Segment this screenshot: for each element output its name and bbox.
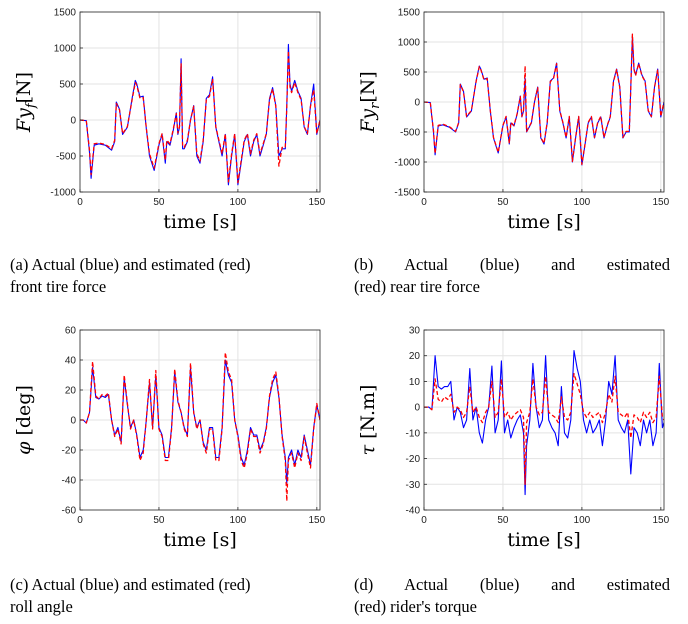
x-tick-label-0: 0 xyxy=(77,197,83,208)
y-tick-label-6: 20 xyxy=(409,351,421,362)
y-tick-label-0: -40 xyxy=(406,506,421,517)
x-axis-label: time [s] xyxy=(163,211,237,233)
series-group xyxy=(80,43,320,186)
x-tick-label-0: 0 xyxy=(421,197,427,208)
y-tick-label-2: -20 xyxy=(406,454,421,465)
y-tick-label-0: -1000 xyxy=(50,188,76,199)
y-axis-label: τ [N.m] xyxy=(357,385,379,456)
x-tick-label-0: 0 xyxy=(421,515,427,526)
chart-panel-a: 0 50 100 150 -1000 -500 0 500 1000 1500 time [s] Fy… xyxy=(0,0,344,240)
series-estimated-line xyxy=(424,373,664,485)
y-tick-label-3: 500 xyxy=(59,80,76,91)
y-tick-label-2: 0 xyxy=(70,116,76,127)
chart-roll-angle: 0 50 100 150 -60 -40 -20 0 20 40 60 time [s] φ [deg] xyxy=(13,326,326,552)
x-tick-label-1: 50 xyxy=(497,515,509,526)
y-tick-label-5: 1000 xyxy=(398,38,421,49)
axes-box xyxy=(423,329,665,511)
caption-c: (c) Actual (blue) and estimated (red) ro… xyxy=(10,574,328,618)
caption-b-line2: (red) rear tire force xyxy=(354,277,480,296)
chart-panel-c: 0 50 100 150 -60 -40 -20 0 20 40 60 time [s] φ [deg] xyxy=(0,318,344,558)
y-tick-label-0: -60 xyxy=(62,506,77,517)
y-tick-label-1: -30 xyxy=(406,480,421,491)
series-group xyxy=(424,350,664,496)
series-actual-line xyxy=(424,350,664,496)
x-tick-label-3: 150 xyxy=(652,515,669,526)
caption-a-line1: (a) Actual (blue) and estimated (red) xyxy=(10,255,251,274)
x-tick-label-3: 150 xyxy=(652,197,669,208)
x-axis-label: time [s] xyxy=(163,529,237,551)
chart-panel-d: 0 50 100 150 -40 -30 -20 -10 0 10 20 30 time [s] τ [N… xyxy=(344,318,688,558)
y-tick-label-2: -20 xyxy=(62,446,77,457)
y-tick-label-1: -40 xyxy=(62,476,77,487)
chart-front-tire-force: 0 50 100 150 -1000 -500 0 500 1000 1500 time [s] Fy… xyxy=(13,8,326,234)
caption-d-line2: (red) rider's torque xyxy=(354,597,478,616)
y-axis-label: Fyr[N] xyxy=(357,71,383,134)
series-estimated-line xyxy=(80,351,320,502)
y-tick-label-3: 0 xyxy=(70,416,76,427)
y-tick-label-4: 0 xyxy=(414,403,420,414)
x-tick-label-2: 100 xyxy=(230,515,247,526)
y-tick-label-5: 40 xyxy=(65,356,77,367)
series-estimated-line xyxy=(80,50,320,184)
caption-b-line1: (b) Actual (blue) and estimated xyxy=(354,255,670,274)
y-tick-label-5: 1500 xyxy=(54,8,77,19)
x-tick-label-3: 150 xyxy=(308,515,325,526)
chart-rider-torque: 0 50 100 150 -40 -30 -20 -10 0 10 20 30 time [s] τ [N… xyxy=(357,326,670,552)
series-group xyxy=(80,351,320,502)
caption-a-line2: front tire force xyxy=(10,277,107,296)
y-tick-label-4: 1000 xyxy=(54,44,77,55)
x-tick-label-1: 50 xyxy=(153,515,165,526)
x-axis-label: time [s] xyxy=(507,211,581,233)
y-tick-label-4: 500 xyxy=(403,68,420,79)
x-tick-label-2: 100 xyxy=(574,515,591,526)
x-tick-label-3: 150 xyxy=(308,197,325,208)
caption-c-line1: (c) Actual (blue) and estimated (red) xyxy=(10,575,251,594)
caption-d: (d) Actual (blue) and estimated (red) ri… xyxy=(354,574,670,618)
series-group xyxy=(424,33,664,166)
x-tick-label-2: 100 xyxy=(574,197,591,208)
y-tick-label-6: 60 xyxy=(65,326,77,337)
y-tick-label-7: 30 xyxy=(409,326,421,337)
y-tick-label-1: -1000 xyxy=(394,158,420,169)
axes-box xyxy=(79,11,321,193)
x-tick-label-2: 100 xyxy=(230,197,247,208)
x-tick-label-1: 50 xyxy=(153,197,165,208)
y-tick-label-1: -500 xyxy=(56,152,76,163)
y-tick-label-3: 0 xyxy=(414,98,420,109)
y-tick-label-3: -10 xyxy=(406,428,421,439)
y-axis-label: φ [deg] xyxy=(13,385,35,455)
y-tick-label-0: -1500 xyxy=(394,188,420,199)
caption-b: (b) Actual (blue) and estimated (red) re… xyxy=(354,254,670,298)
y-tick-label-4: 20 xyxy=(65,386,77,397)
chart-panel-b: 0 50 100 150 -1500 -1000 -500 0 500 1000 1500 time … xyxy=(344,0,688,240)
caption-d-line1: (d) Actual (blue) and estimated xyxy=(354,575,670,594)
x-tick-label-1: 50 xyxy=(497,197,509,208)
caption-a: (a) Actual (blue) and estimated (red) fr… xyxy=(10,254,328,298)
x-axis-label: time [s] xyxy=(507,529,581,551)
y-tick-label-2: -500 xyxy=(400,128,420,139)
y-tick-label-5: 10 xyxy=(409,377,421,388)
y-tick-label-6: 1500 xyxy=(398,8,421,19)
x-tick-label-0: 0 xyxy=(77,515,83,526)
chart-rear-tire-force: 0 50 100 150 -1500 -1000 -500 0 500 1000 1500 time … xyxy=(357,8,670,234)
y-axis-label: Fyf[N] xyxy=(13,72,39,133)
caption-c-line2: roll angle xyxy=(10,597,73,616)
series-estimated-line xyxy=(424,33,664,166)
